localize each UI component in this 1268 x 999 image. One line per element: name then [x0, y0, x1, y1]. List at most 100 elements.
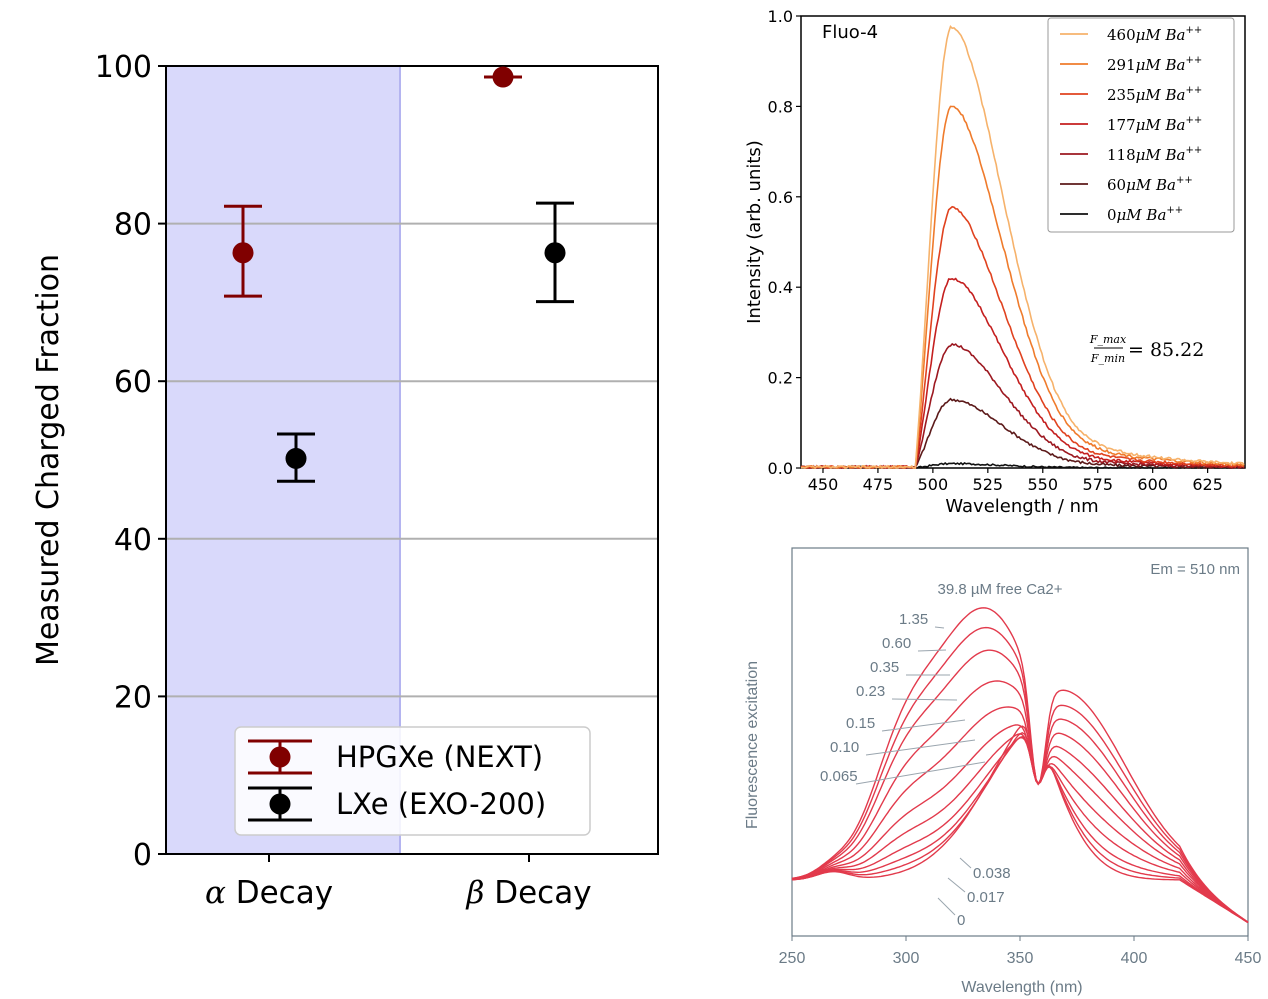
data-point	[544, 242, 566, 264]
alpha-shaded-region	[166, 66, 400, 854]
y-tick-label: 40	[114, 523, 152, 558]
y-tick-label: 0.4	[768, 278, 793, 297]
concentration-label: 0.15	[846, 715, 875, 732]
x-tick-label: 525	[973, 475, 1004, 494]
annotation-denominator: F_min	[1090, 352, 1125, 365]
y-tick-label: 20	[114, 680, 152, 715]
legend-unit: μM Ba	[1136, 86, 1186, 104]
legend-conc: 291	[1107, 56, 1136, 74]
legend-marker	[269, 793, 291, 815]
legend-unit: μM Ba	[1136, 146, 1186, 164]
legend-unit: μM Ba	[1136, 116, 1186, 134]
legend-label: 0μM Ba++	[1107, 205, 1183, 224]
concentration-label: 1.35	[899, 611, 928, 628]
emission-wavelength-label: Em = 510 nm	[1150, 561, 1240, 578]
plot-frame	[800, 15, 1246, 469]
concentration-label: 0	[957, 912, 965, 929]
series-line	[800, 342, 1245, 470]
excitation-curve	[791, 733, 1249, 923]
fluo4-emission-chart: 450 475 500 525 550 575 600 6250.00.20.40.60.81…	[744, 7, 1246, 517]
excitation-curve	[791, 706, 1249, 923]
label-leader-line	[937, 897, 956, 916]
legend-label: 60μM Ba++	[1107, 175, 1193, 194]
legend-charge: ++	[1185, 55, 1202, 66]
concentration-label: 0.065	[820, 768, 858, 785]
y-axis-label: Fluorescence excitation	[744, 661, 761, 829]
series-line	[800, 397, 1245, 470]
legend-charge: ++	[1185, 25, 1202, 36]
label-leader-line	[959, 857, 972, 869]
legend-unit: μM Ba	[1117, 206, 1167, 224]
excitation-curve	[791, 704, 1249, 923]
y-tick-label: 0.0	[768, 459, 793, 478]
x-tick-label: β Decay	[465, 875, 591, 911]
x-tick-label: 250	[779, 950, 806, 967]
legend-conc: 0	[1107, 206, 1117, 224]
plot-frame	[165, 65, 659, 855]
excitation-curve	[791, 724, 1249, 923]
excitation-curve	[791, 607, 1249, 924]
x-tick-label: 575	[1082, 475, 1113, 494]
y-tick-label: 1.0	[768, 7, 793, 26]
x-tick-label: 450	[808, 475, 839, 494]
concentration-label: 0.017	[967, 889, 1005, 906]
legend-label: 118μM Ba++	[1107, 145, 1202, 164]
legend-label: 291μM Ba++	[1107, 55, 1202, 74]
concentration-label: 0.038	[973, 865, 1011, 882]
legend-unit: μM Ba	[1126, 176, 1176, 194]
y-tick-label: 0.2	[768, 369, 793, 388]
x-tick-label: 475	[863, 475, 894, 494]
label-leader-line	[855, 761, 986, 785]
legend-label: LXe (EXO-200)	[336, 787, 546, 821]
x-tick-label: 600	[1137, 475, 1168, 494]
legend-conc: 460	[1107, 26, 1136, 44]
x-tick-label: 450	[1235, 950, 1262, 967]
series-line	[800, 205, 1245, 470]
y-tick-label: 80	[114, 208, 152, 243]
legend-unit: μM Ba	[1136, 56, 1186, 74]
excitation-curve	[791, 689, 1249, 923]
label-leader-line	[917, 649, 947, 652]
x-tick-label: 350	[1007, 950, 1034, 967]
x-axis-label: Wavelength (nm)	[961, 979, 1082, 996]
legend-unit: μM Ba	[1136, 26, 1186, 44]
x-tick-label: 300	[893, 950, 920, 967]
x-axis-label: Wavelength / nm	[945, 496, 1098, 517]
y-tick-label: 0.8	[768, 97, 793, 116]
x-tick-label: 400	[1121, 950, 1148, 967]
series-line	[800, 24, 1245, 470]
fmax-fmin-annotation: F_max F_min = 85.22	[1089, 333, 1205, 365]
legend-conc: 60	[1107, 176, 1126, 194]
label-leader-line	[891, 698, 958, 701]
concentration-label: 0.60	[882, 635, 911, 652]
legend-box	[1047, 17, 1235, 233]
legend-conc: 177	[1107, 116, 1136, 134]
legend-label: 460μM Ba++	[1107, 25, 1202, 44]
legend-label: HPGXe (NEXT)	[336, 740, 543, 774]
legend-marker	[269, 746, 291, 768]
data-point	[285, 447, 307, 469]
legend-label: 177μM Ba++	[1107, 115, 1202, 134]
legend-conc: 235	[1107, 86, 1136, 104]
x-tick-label: 625	[1192, 475, 1223, 494]
y-tick-label: 100	[95, 50, 152, 85]
legend-charge: ++	[1185, 85, 1202, 96]
y-axis-label: Measured Charged Fraction	[31, 254, 66, 666]
x-tick-label: 500	[918, 475, 949, 494]
excitation-curve	[791, 680, 1249, 923]
y-tick-label: 60	[114, 365, 152, 400]
legend-label: 235μM Ba++	[1107, 85, 1202, 104]
x-tick-label: 550	[1028, 475, 1059, 494]
concentration-label: 0.35	[870, 659, 899, 676]
legend-charge: ++	[1166, 205, 1183, 216]
legend-conc: 118	[1107, 146, 1136, 164]
annotation-numerator: F_max	[1089, 333, 1127, 346]
legend-box	[234, 726, 591, 836]
legend-charge: ++	[1185, 115, 1202, 126]
y-tick-label: 0.6	[768, 188, 793, 207]
header-concentration-label: 39.8 µM free Ca2+	[938, 581, 1063, 598]
x-tick-greek: α	[205, 875, 226, 911]
excitation-curve	[791, 718, 1249, 923]
label-leader-line	[881, 719, 966, 732]
